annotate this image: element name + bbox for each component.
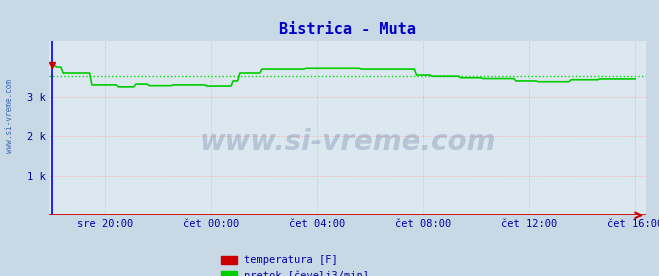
Text: www.si-vreme.com: www.si-vreme.com: [5, 79, 14, 153]
Text: www.si-vreme.com: www.si-vreme.com: [200, 128, 496, 156]
Text: pretok [čevelj3/min]: pretok [čevelj3/min]: [244, 270, 369, 276]
Title: Bistrica - Muta: Bistrica - Muta: [279, 22, 416, 38]
Text: temperatura [F]: temperatura [F]: [244, 255, 337, 265]
